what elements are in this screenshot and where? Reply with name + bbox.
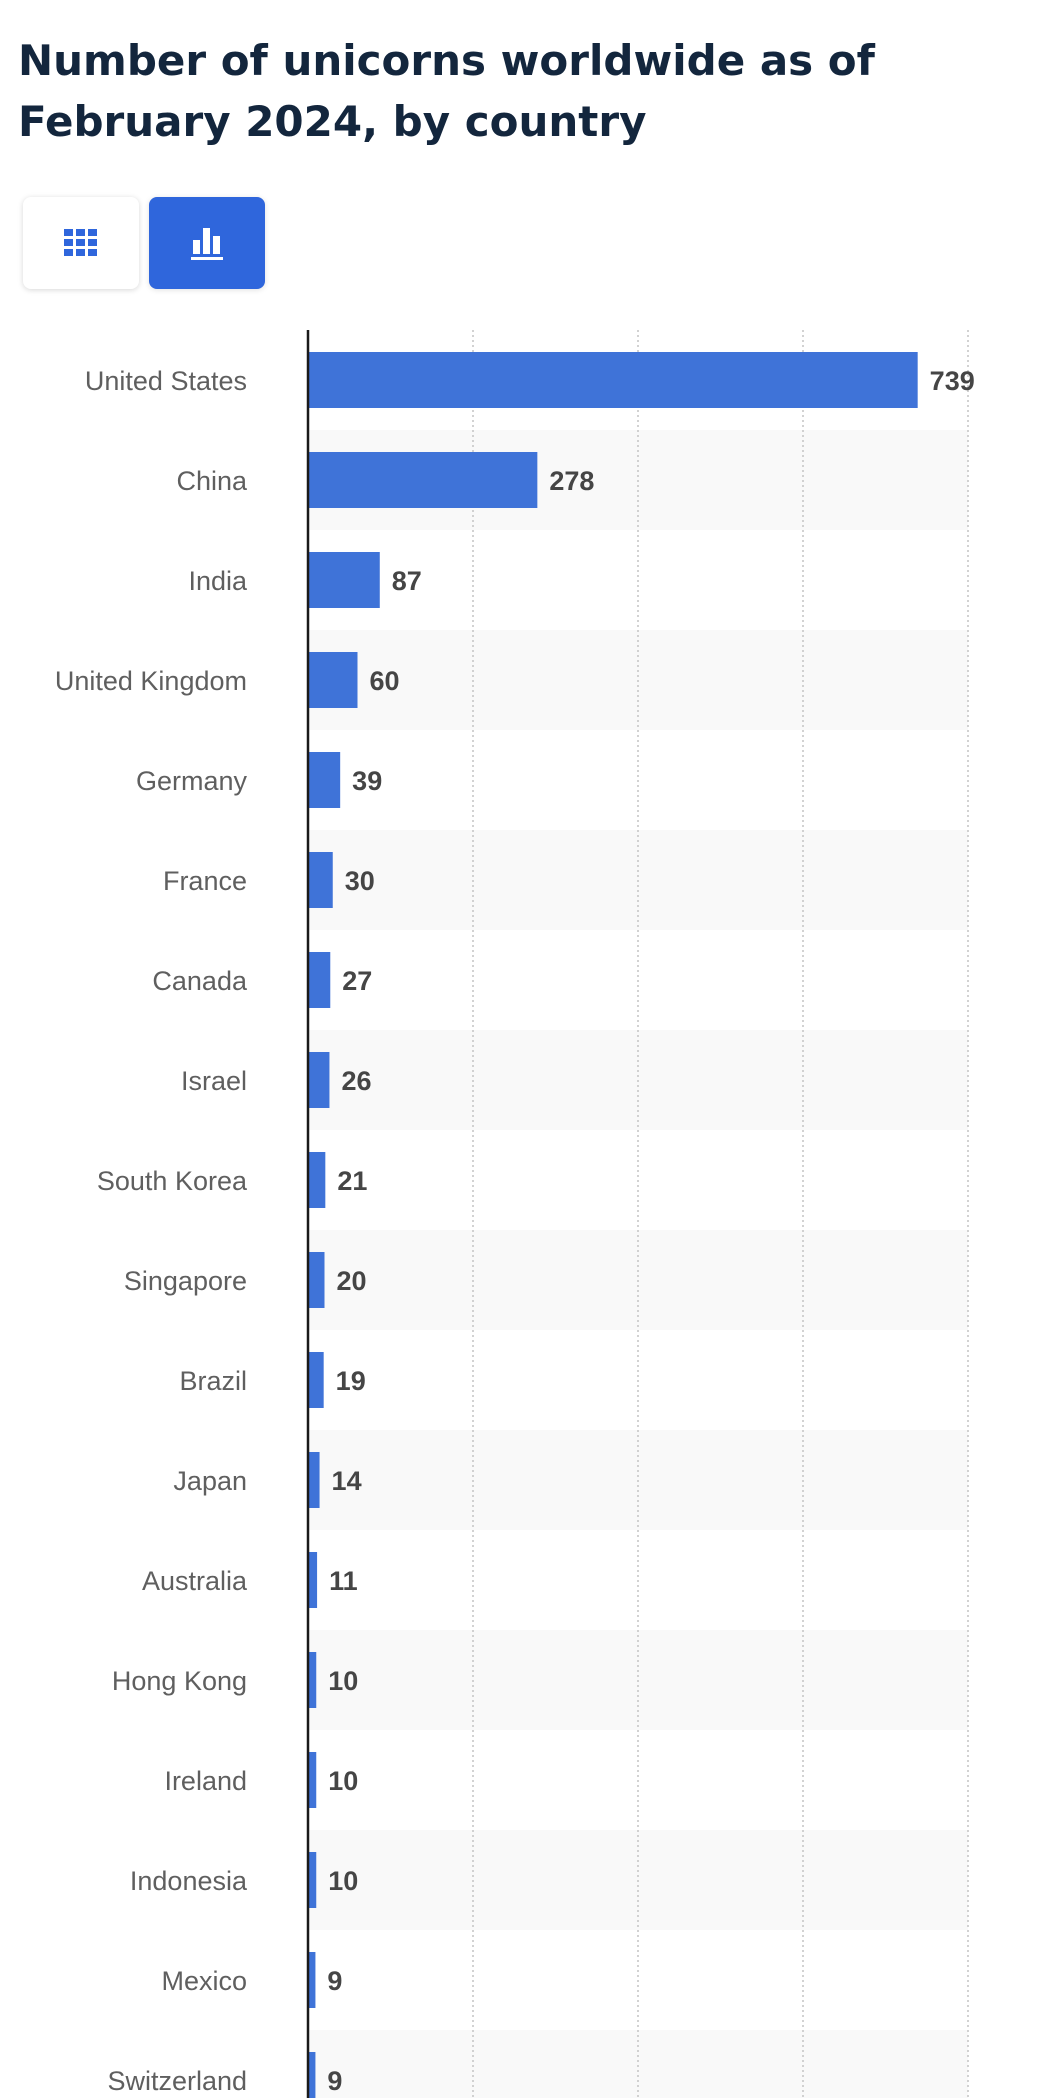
value-label: 278 [549, 466, 594, 496]
bar [308, 952, 331, 1008]
category-label: Indonesia [130, 1866, 248, 1896]
bar-chart: United States 739 China 278 India 87 United Ki… [55, 330, 975, 2098]
table-grid-icon [64, 229, 97, 256]
bar [308, 1452, 320, 1508]
category-label: Singapore [124, 1266, 247, 1296]
bar [308, 552, 380, 608]
category-label: Hong Kong [112, 1666, 247, 1696]
bar [308, 852, 333, 908]
bar [308, 1852, 317, 1908]
category-label: Australia [142, 1566, 248, 1596]
value-label: 10 [328, 1866, 358, 1896]
category-label: India [188, 566, 248, 596]
value-label: 27 [342, 966, 372, 996]
value-label: 10 [328, 1666, 358, 1696]
value-label: 30 [345, 866, 375, 896]
category-label: United States [85, 366, 247, 396]
category-label: Brazil [179, 1366, 247, 1396]
category-label: Ireland [164, 1766, 247, 1796]
value-label: 9 [327, 1966, 342, 1996]
category-label: Mexico [161, 1966, 247, 1996]
bar [308, 352, 918, 408]
value-label: 14 [332, 1466, 362, 1496]
value-label: 20 [337, 1266, 367, 1296]
category-label: France [163, 866, 247, 896]
category-label: China [176, 466, 248, 496]
bar [308, 1652, 317, 1708]
table-view-button[interactable] [23, 197, 139, 289]
value-label: 60 [370, 666, 400, 696]
value-label: 10 [328, 1766, 358, 1796]
category-label: Canada [152, 966, 248, 996]
category-label: Germany [136, 766, 248, 796]
category-label: Israel [181, 1066, 247, 1096]
value-label: 19 [336, 1366, 366, 1396]
category-label: United Kingdom [55, 666, 247, 696]
bar [308, 1252, 325, 1308]
bar [308, 1152, 326, 1208]
bar [308, 752, 341, 808]
value-label: 87 [392, 566, 422, 596]
chart-view-button[interactable] [149, 197, 265, 289]
bar [308, 2052, 316, 2098]
category-label: Japan [173, 1466, 247, 1496]
value-label: 39 [352, 766, 382, 796]
value-label: 9 [327, 2066, 342, 2096]
bar [308, 1552, 318, 1608]
bar [308, 1052, 330, 1108]
bar [308, 652, 358, 708]
category-label: Switzerland [107, 2066, 247, 2096]
bar-chart-icon [191, 228, 223, 260]
value-label: 26 [341, 1066, 371, 1096]
chart-title: Number of unicorns worldwide as of Febru… [18, 36, 875, 146]
category-label: South Korea [97, 1166, 248, 1196]
value-label: 739 [930, 366, 975, 396]
bar [308, 1952, 316, 2008]
value-label: 21 [337, 1166, 367, 1196]
bar [308, 452, 538, 508]
bar [308, 1352, 324, 1408]
bar [308, 1752, 317, 1808]
value-label: 11 [329, 1566, 358, 1596]
